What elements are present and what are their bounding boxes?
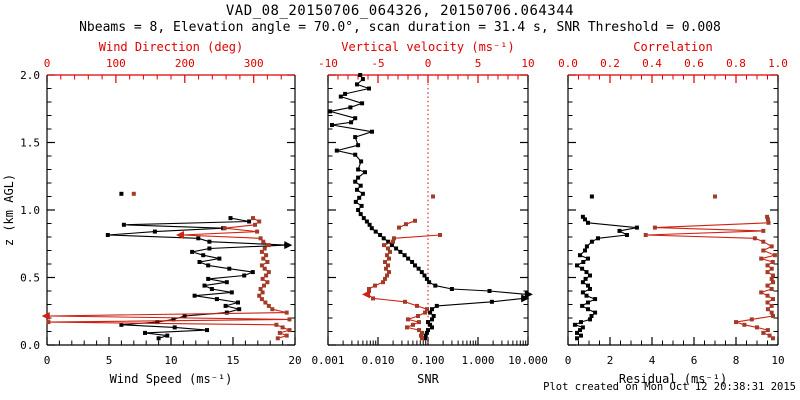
- svg-text:0.5: 0.5: [20, 272, 40, 285]
- svg-text:0.010: 0.010: [361, 354, 394, 367]
- svg-text:0: 0: [565, 354, 572, 367]
- svg-text:100: 100: [106, 57, 126, 70]
- svg-text:10.000: 10.000: [508, 354, 548, 367]
- svg-text:2.0: 2.0: [20, 69, 40, 82]
- svg-text:1.0: 1.0: [768, 57, 788, 70]
- svg-text:200: 200: [175, 57, 195, 70]
- svg-text:10: 10: [521, 57, 534, 70]
- plot-subtitle: Nbeams = 8, Elevation angle = 70.0°, sca…: [79, 20, 721, 35]
- svg-text:6: 6: [691, 354, 698, 367]
- svg-text:2: 2: [607, 354, 614, 367]
- svg-text:Residual (ms⁻¹): Residual (ms⁻¹): [619, 372, 727, 386]
- svg-text:5: 5: [106, 354, 113, 367]
- svg-text:1.000: 1.000: [461, 354, 494, 367]
- svg-text:0.100: 0.100: [411, 354, 444, 367]
- svg-text:0.2: 0.2: [600, 57, 620, 70]
- svg-text:10: 10: [164, 354, 177, 367]
- svg-text:10: 10: [771, 354, 784, 367]
- svg-text:0.0: 0.0: [20, 339, 40, 352]
- svg-text:SNR: SNR: [417, 372, 439, 386]
- svg-text:4: 4: [649, 354, 656, 367]
- svg-text:0.6: 0.6: [684, 57, 704, 70]
- svg-text:0.001: 0.001: [311, 354, 344, 367]
- svg-text:0.0: 0.0: [558, 57, 578, 70]
- svg-text:15: 15: [226, 354, 239, 367]
- svg-text:Correlation: Correlation: [633, 40, 712, 54]
- plot-created-timestamp: Plot created on Mon Oct 12 20:38:31 2015: [543, 381, 796, 393]
- svg-text:8: 8: [733, 354, 740, 367]
- svg-text:1.5: 1.5: [20, 137, 40, 150]
- svg-text:z (km AGL): z (km AGL): [2, 174, 16, 246]
- svg-text:0: 0: [44, 57, 51, 70]
- svg-text:-5: -5: [371, 57, 384, 70]
- svg-text:0.4: 0.4: [642, 57, 662, 70]
- plot-title: VAD_08_20150706_064326, 20150706.064344: [225, 3, 575, 19]
- svg-text:5: 5: [475, 57, 482, 70]
- svg-text:Wind Speed (ms⁻¹): Wind Speed (ms⁻¹): [110, 372, 233, 386]
- svg-text:0.8: 0.8: [726, 57, 746, 70]
- svg-text:300: 300: [244, 57, 264, 70]
- svg-text:20: 20: [288, 354, 301, 367]
- svg-text:Vertical velocity (ms⁻¹): Vertical velocity (ms⁻¹): [341, 40, 514, 54]
- svg-text:Wind Direction (deg): Wind Direction (deg): [99, 40, 244, 54]
- svg-text:0: 0: [425, 57, 432, 70]
- svg-text:-10: -10: [318, 57, 338, 70]
- svg-text:1.0: 1.0: [20, 204, 40, 217]
- svg-text:0: 0: [44, 354, 51, 367]
